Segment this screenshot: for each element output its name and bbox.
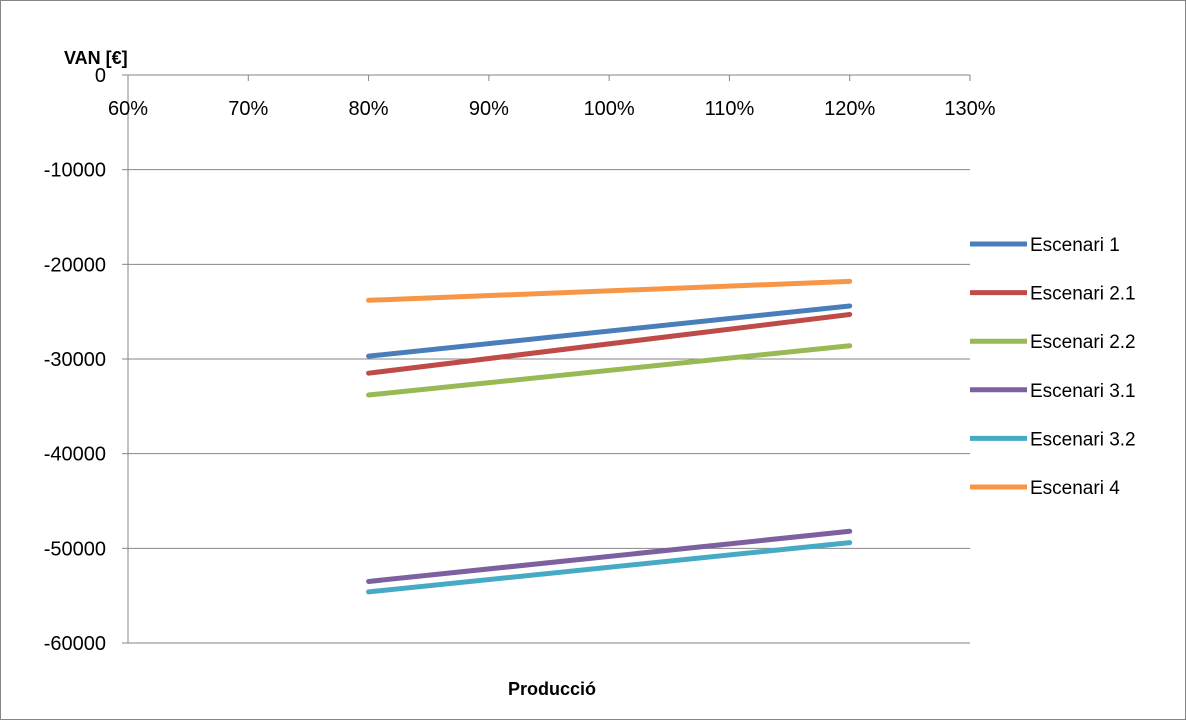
series-lines (366, 278, 853, 595)
legend-label: Escenari 2.2 (1030, 332, 1136, 353)
x-tick-labels: 60% 70% 80% 90% 100% 110% 120% 130% (108, 98, 996, 120)
x-tick-label: 120% (824, 98, 875, 120)
y-tick-label: -30000 (44, 349, 106, 371)
x-tick-label: 130% (944, 98, 995, 120)
legend-label: Escenari 3.2 (1030, 429, 1136, 450)
x-tick-label: 80% (349, 98, 389, 120)
y-tick-label: -20000 (44, 254, 106, 276)
x-tick-label: 110% (705, 98, 755, 120)
series-line-5 (366, 540, 853, 595)
axes (122, 74, 971, 644)
x-tick-label: 70% (228, 98, 268, 120)
y-axis-title: VAN [€] (64, 48, 128, 68)
y-tick-labels: 0 -10000 -20000 -30000 -40000 -50000 -60000 (44, 65, 106, 655)
y-tick-label: 0 (95, 65, 106, 87)
x-axis-title: Producció (508, 679, 596, 699)
series-line-4 (366, 528, 853, 584)
series-line-1 (366, 303, 853, 359)
y-tick-label: -10000 (44, 160, 106, 182)
legend-label: Escenari 3.1 (1030, 381, 1136, 402)
gridlines (128, 169, 970, 644)
x-tick-label: 60% (108, 98, 148, 120)
x-tick-label: 100% (584, 98, 635, 120)
y-tick-label: -40000 (44, 444, 106, 466)
legend: Escenari 1 Escenari 2.1 Escenari 2.2 Escena… (970, 235, 1136, 499)
y-tick-label: -60000 (44, 633, 106, 655)
x-tick-label: 90% (469, 98, 509, 120)
series-line-3 (366, 343, 853, 398)
legend-label: Escenari 4 (1030, 478, 1120, 499)
legend-label: Escenari 1 (1030, 235, 1120, 256)
y-tick-label: -50000 (44, 538, 106, 560)
series-line-2 (366, 312, 853, 376)
series-line-6 (366, 278, 853, 303)
legend-label: Escenari 2.1 (1030, 284, 1136, 305)
